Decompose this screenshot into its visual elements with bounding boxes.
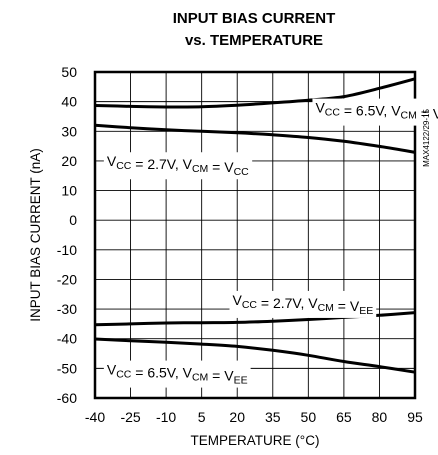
series-label-4: VCC = 6.5V, VCM = VEE [107,362,248,387]
y-tick-label: -20 [57,271,77,287]
series-label-background [229,290,377,318]
x-tick-label: 20 [229,409,245,425]
y-tick-label: -40 [57,331,77,347]
y-tick-label: 30 [61,123,77,139]
series-label-background [103,152,253,180]
y-tick-label: 0 [69,212,77,228]
x-tick-label: 5 [198,409,206,425]
plot-frame [93,70,417,400]
series-line-4 [94,337,416,374]
y-tick-label: 50 [61,64,77,80]
y-tick-label: -60 [57,390,77,406]
y-tick-label: 10 [61,183,77,199]
y-tick-label: -30 [57,301,77,317]
y-tick-label: -50 [57,360,77,376]
y-tick-label: 40 [61,94,77,110]
x-axis-label: TEMPERATURE (°C) [191,433,320,448]
x-tick-label: 65 [336,409,352,425]
series-label-background [103,360,251,388]
series-labels: VCC = 6.5V, VCM = VCC VCC = 2.7V, VCM = V… [103,98,438,388]
series-line-1 [94,77,416,109]
chart-title-line2: vs. TEMPERATURE [185,32,323,49]
side-note: MAX4122/29-15 [422,109,431,167]
x-tick-label: 35 [265,409,281,425]
y-tick-labels: 50 40 30 20 10 0 -10 -20 -30 -40 -50 -60 [57,64,77,406]
series-label-2: VCC = 2.7V, VCM = VCC [107,153,249,178]
chart-title-line1: INPUT BIAS CURRENT [173,10,336,27]
y-tick-label: 20 [61,153,77,169]
x-tick-label: 80 [372,409,388,425]
x-tick-label: 95 [407,409,423,425]
y-tick-label: -10 [57,242,77,258]
series-label-1: VCC = 6.5V, VCM = VCC [315,100,438,125]
x-tick-label: 50 [301,409,317,425]
x-tick-label: -10 [156,409,176,425]
x-tick-label: -40 [85,409,105,425]
x-tick-label: -25 [120,409,140,425]
y-axis-label: INPUT BIAS CURRENT (nA) [28,148,43,322]
series-label-background [312,98,438,126]
series-label-3: VCC = 2.7V, VCM = VEE [232,292,373,317]
x-tick-labels: -40 -25 -10 5 20 35 50 65 80 95 [85,409,423,425]
series-line-2 [94,123,416,154]
